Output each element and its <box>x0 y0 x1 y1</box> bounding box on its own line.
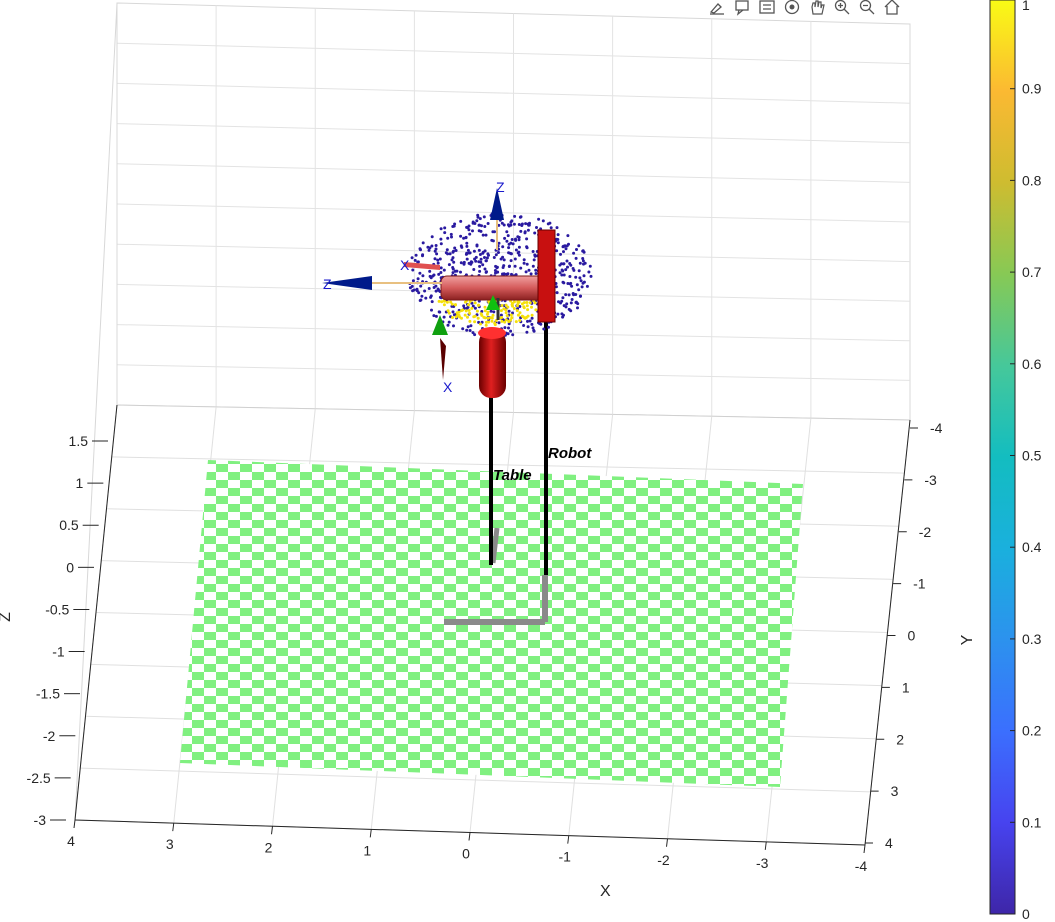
x-tick-mark <box>567 835 570 844</box>
z-tick-label: 1 <box>76 475 84 491</box>
colorbar-tick-label: 0.2 <box>1022 723 1042 739</box>
colorbar-tick-label: 0.6 <box>1022 356 1042 372</box>
colorbar-tick-label: 0.4 <box>1022 539 1042 555</box>
robot-label: Robot <box>548 445 592 462</box>
y-tick-label: -3 <box>924 472 937 488</box>
legend-icon <box>758 0 776 21</box>
home-icon <box>883 0 901 21</box>
colorbar-tick-label: 0.1 <box>1022 814 1042 830</box>
x-tick-label: 3 <box>166 836 174 852</box>
pan-button[interactable] <box>806 0 828 18</box>
y-tick-label: -4 <box>930 420 943 436</box>
rotate-3d-icon <box>783 0 801 21</box>
y-tick-label: 4 <box>885 835 893 851</box>
zoom-in-button[interactable] <box>831 0 853 18</box>
hand-icon <box>808 0 826 21</box>
x-tick-label: 1 <box>363 842 371 858</box>
y-tick-label: 0 <box>908 628 916 644</box>
colorbar: 1 0.9 0.8 0.7 0.6 0.5 0.4 0.3 0.2 0.1 0 <box>989 0 1042 922</box>
rotate-3d-button[interactable] <box>781 0 803 18</box>
brush-icon <box>708 0 726 21</box>
x-tick-mark <box>73 819 76 829</box>
colorbar-tick-label: 0.9 <box>1022 81 1042 97</box>
frame-label: Z <box>323 276 332 292</box>
z-tick-label: 0 <box>66 559 74 575</box>
x-tick-label: -1 <box>559 849 572 865</box>
z-tick-label: -3 <box>34 812 47 828</box>
y-tick-label: 3 <box>891 783 899 799</box>
x-tick-label: -3 <box>756 855 769 871</box>
zoom-in-icon <box>833 0 851 21</box>
z-axis-ticks: 1.5 1 0.5 0 -0.5 -1 -1.5 -2 -2.5 -3 <box>27 433 108 828</box>
x-tick-mark <box>369 829 372 838</box>
colorbar-tick-label: 0.7 <box>1022 264 1042 280</box>
z-tick-label: 0.5 <box>59 517 79 533</box>
zoom-out-button[interactable] <box>856 0 878 18</box>
y-tick-label: -2 <box>919 524 932 540</box>
legend-button[interactable] <box>756 0 778 18</box>
y-axis-ticks: -4 -3 -2 -1 0 1 2 3 4 <box>865 420 943 851</box>
y-tick-label: 1 <box>902 679 910 695</box>
z-tick-label: -0.5 <box>45 601 69 617</box>
robot-arm <box>404 229 556 398</box>
colorbar-tick-label: 0.3 <box>1022 631 1042 647</box>
x-tick-mark <box>863 844 866 854</box>
brush-data-button[interactable] <box>706 0 728 18</box>
x-tick-label: 0 <box>462 846 470 862</box>
frame-label: X <box>400 257 410 273</box>
x-tick-label: -2 <box>657 852 670 868</box>
datatip-icon <box>733 0 751 21</box>
frame-label: Z <box>496 179 505 195</box>
end-effector-frame <box>322 188 504 380</box>
colorbar-tick-label: 0.8 <box>1022 172 1042 188</box>
z-tick-label: 1.5 <box>69 433 89 449</box>
z-tick-label: -1 <box>52 644 65 660</box>
x-tick-mark <box>271 826 273 835</box>
axes-toolbar <box>706 0 903 18</box>
z-tick-label: -1.5 <box>36 686 60 702</box>
y-tick-label: -1 <box>913 576 926 592</box>
x-tick-mark <box>172 823 175 832</box>
table-label: Table <box>493 467 532 484</box>
colorbar-tick-label: 0.5 <box>1022 448 1042 464</box>
restore-view-button[interactable] <box>881 0 903 18</box>
frame-label: X <box>443 379 453 395</box>
x-tick-label: 2 <box>265 839 273 855</box>
connector-lines <box>489 318 548 575</box>
colorbar-tick-label: 0 <box>1022 906 1030 922</box>
data-tips-button[interactable] <box>731 0 753 18</box>
y-axis-label: Y <box>959 634 976 645</box>
robot-base-frame <box>444 527 548 625</box>
colorbar-tick-label: 1 <box>1022 0 1030 13</box>
z-tick-label: -2.5 <box>27 770 51 786</box>
z-axis-label: Z <box>0 612 14 622</box>
x-tick-mark <box>666 838 668 847</box>
x-tick-mark <box>764 841 767 850</box>
x-tick-label: 4 <box>67 833 75 849</box>
x-axis-label: X <box>600 883 611 900</box>
zoom-out-icon <box>858 0 876 21</box>
x-axis-ticks: 4 3 2 1 0 -1 -2 -3 -4 <box>67 819 868 874</box>
axes-back-plane <box>116 2 911 421</box>
x-tick-mark <box>468 832 471 841</box>
y-tick-label: 2 <box>896 731 904 747</box>
x-tick-label: -4 <box>855 858 868 874</box>
z-tick-label: -2 <box>43 728 56 744</box>
